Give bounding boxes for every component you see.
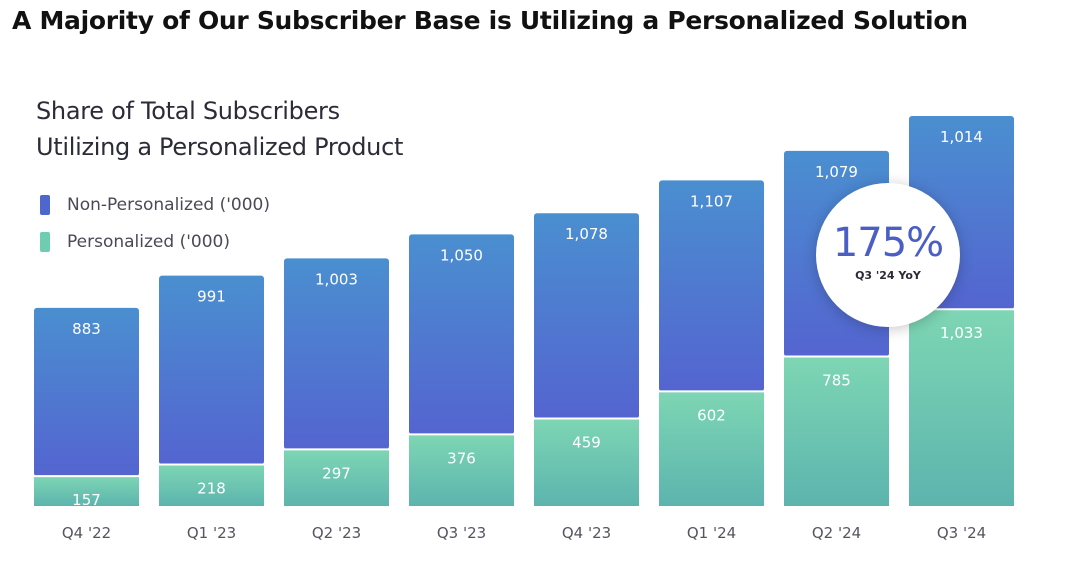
bar-personalized [34, 476, 139, 506]
data-label-non-personalized: 1,107 [690, 192, 733, 210]
yoy-callout-value: 175% [832, 220, 944, 266]
bar-personalized [659, 391, 764, 506]
data-label-personalized: 218 [197, 479, 226, 497]
yoy-callout: 175% Q3 '24 YoY [816, 183, 960, 327]
bar-non-personalized [659, 180, 764, 392]
data-label-personalized: 297 [322, 464, 351, 482]
data-label-non-personalized: 1,003 [315, 270, 358, 288]
legend: Non-Personalized ('000) Personalized ('0… [40, 186, 270, 260]
legend-swatch-non-personalized [40, 194, 50, 215]
chart-title-line-2: Utilizing a Personalized Product [36, 133, 404, 161]
data-label-non-personalized: 1,079 [815, 163, 858, 181]
legend-swatch-personalized [40, 231, 50, 252]
legend-label-non-personalized: Non-Personalized ('000) [67, 194, 270, 215]
bar-personalized [409, 434, 514, 506]
legend-item-non-personalized: Non-Personalized ('000) [40, 186, 270, 223]
data-label-personalized: 1,033 [940, 324, 983, 342]
x-tick-label: Q2 '24 [812, 524, 861, 542]
bar-personalized [909, 309, 1014, 506]
bar-non-personalized [284, 258, 389, 450]
data-label-non-personalized: 1,014 [940, 128, 983, 146]
bar-personalized [534, 418, 639, 506]
legend-label-personalized: Personalized ('000) [67, 231, 230, 252]
x-tick-label: Q1 '23 [187, 524, 236, 542]
data-label-personalized: 785 [822, 371, 851, 389]
bar-non-personalized [34, 307, 139, 477]
data-label-personalized: 376 [447, 449, 476, 467]
data-label-non-personalized: 991 [197, 288, 226, 306]
x-tick-label: Q3 '23 [437, 524, 486, 542]
legend-item-personalized: Personalized ('000) [40, 223, 270, 260]
chart-title-line-1: Share of Total Subscribers [36, 97, 340, 125]
chart-title: Share of Total Subscribers Utilizing a P… [36, 93, 403, 165]
x-tick-label: Q2 '23 [312, 524, 361, 542]
bar-personalized [784, 356, 889, 506]
bar-personalized [284, 449, 389, 506]
data-label-personalized: 459 [572, 434, 601, 452]
data-label-personalized: 602 [697, 406, 726, 424]
bar-non-personalized [409, 234, 514, 435]
yoy-callout-label: Q3 '24 YoY [855, 269, 921, 282]
bar-non-personalized [534, 213, 639, 419]
x-tick-label: Q1 '24 [687, 524, 736, 542]
bar-personalized [159, 464, 264, 506]
x-tick-label: Q3 '24 [937, 524, 986, 542]
x-tick-label: Q4 '22 [62, 524, 111, 542]
page-title: A Majority of Our Subscriber Base is Uti… [12, 6, 968, 35]
data-label-non-personalized: 883 [72, 320, 101, 338]
data-label-non-personalized: 1,050 [440, 246, 483, 264]
bar-non-personalized [159, 275, 264, 465]
data-label-non-personalized: 1,078 [565, 225, 608, 243]
x-tick-label: Q4 '23 [562, 524, 611, 542]
data-label-personalized: 157 [72, 491, 101, 509]
